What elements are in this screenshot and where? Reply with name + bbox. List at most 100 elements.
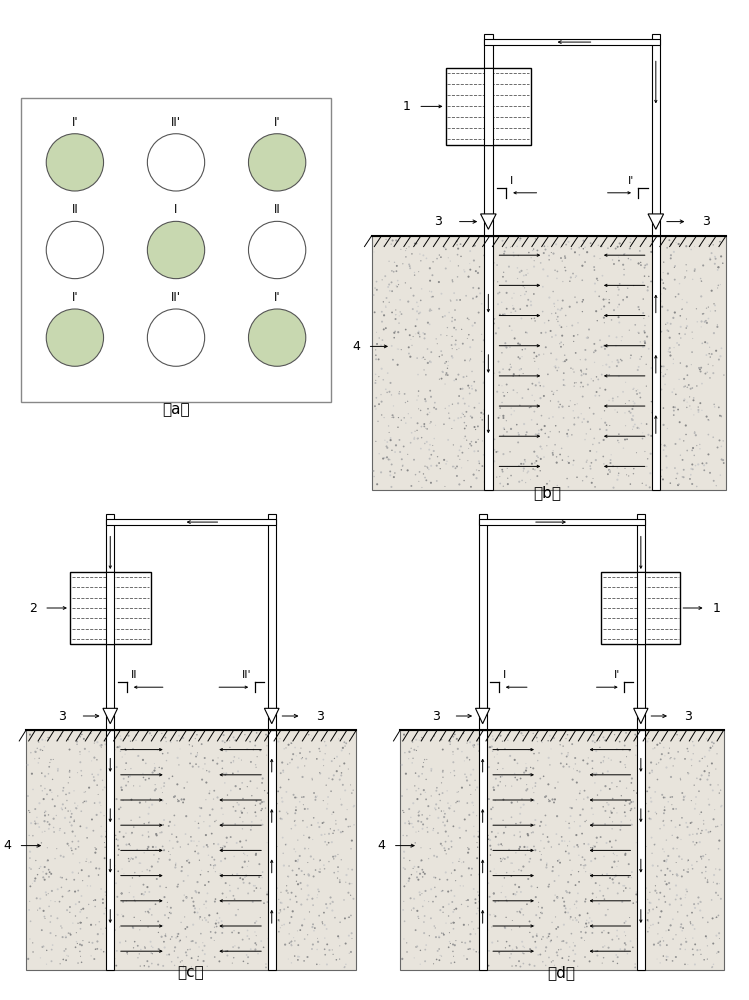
Point — [447, 818, 459, 834]
Point — [403, 256, 415, 272]
Point — [440, 241, 452, 257]
Point — [571, 469, 583, 485]
Point — [610, 241, 622, 257]
Point — [562, 747, 574, 763]
Point — [255, 802, 267, 818]
Point — [46, 953, 58, 969]
Point — [98, 906, 110, 922]
Point — [673, 414, 685, 430]
Point — [377, 238, 389, 254]
Point — [547, 443, 559, 459]
Point — [592, 787, 604, 803]
Point — [550, 305, 562, 321]
Point — [472, 900, 484, 916]
Point — [312, 930, 324, 946]
Point — [440, 456, 452, 472]
Point — [703, 791, 715, 807]
Text: I: I — [503, 670, 506, 680]
Point — [612, 279, 624, 295]
Point — [485, 838, 497, 854]
Bar — [479, 514, 487, 730]
Point — [456, 445, 468, 461]
Point — [491, 274, 503, 290]
Point — [416, 852, 428, 868]
Point — [663, 875, 675, 891]
Point — [320, 738, 332, 754]
Point — [616, 894, 628, 910]
Point — [579, 919, 591, 935]
Point — [480, 872, 492, 888]
Point — [694, 771, 706, 787]
Point — [548, 893, 560, 909]
Point — [142, 824, 154, 840]
Point — [172, 876, 184, 892]
Point — [511, 385, 523, 401]
Point — [410, 864, 422, 880]
Point — [389, 444, 401, 460]
Point — [411, 938, 423, 954]
Point — [555, 240, 567, 256]
Point — [405, 740, 417, 756]
Point — [512, 270, 524, 286]
Point — [316, 914, 328, 930]
Point — [575, 924, 587, 940]
Point — [429, 879, 441, 895]
Point — [186, 890, 198, 906]
Point — [548, 730, 560, 746]
Point — [670, 891, 682, 907]
Point — [129, 934, 141, 950]
Point — [486, 441, 498, 457]
Point — [613, 235, 625, 251]
Point — [605, 752, 617, 768]
Point — [473, 829, 485, 845]
Point — [27, 935, 39, 951]
Point — [220, 766, 232, 782]
Point — [502, 470, 514, 486]
Point — [433, 274, 445, 290]
Point — [545, 932, 557, 948]
Point — [264, 867, 276, 883]
Point — [419, 883, 431, 899]
Point — [622, 468, 634, 484]
Point — [707, 936, 719, 952]
Point — [461, 951, 473, 967]
Point — [637, 764, 649, 780]
Point — [559, 833, 571, 849]
Point — [574, 907, 586, 923]
Point — [198, 946, 210, 962]
Point — [377, 332, 389, 348]
Point — [492, 285, 504, 301]
Point — [656, 746, 668, 762]
Point — [324, 821, 336, 837]
Point — [386, 263, 398, 279]
Point — [561, 426, 573, 442]
Point — [420, 937, 432, 953]
Point — [667, 953, 679, 969]
Point — [24, 804, 36, 820]
Point — [158, 934, 170, 950]
Point — [650, 727, 662, 743]
Point — [201, 958, 213, 974]
Point — [625, 413, 637, 429]
Point — [607, 791, 619, 807]
Point — [88, 735, 100, 751]
Point — [601, 835, 613, 851]
Point — [120, 933, 132, 949]
Point — [578, 932, 590, 948]
Point — [632, 774, 644, 790]
Point — [100, 823, 112, 839]
Point — [413, 781, 425, 797]
Point — [613, 354, 625, 370]
Point — [324, 942, 336, 958]
Point — [678, 788, 690, 804]
Point — [327, 942, 339, 958]
Point — [254, 910, 266, 926]
Point — [384, 467, 396, 483]
Point — [524, 854, 536, 870]
Point — [314, 743, 326, 759]
Point — [39, 768, 51, 784]
Point — [547, 953, 559, 969]
Point — [645, 790, 657, 806]
Point — [393, 308, 405, 324]
Point — [450, 322, 462, 338]
